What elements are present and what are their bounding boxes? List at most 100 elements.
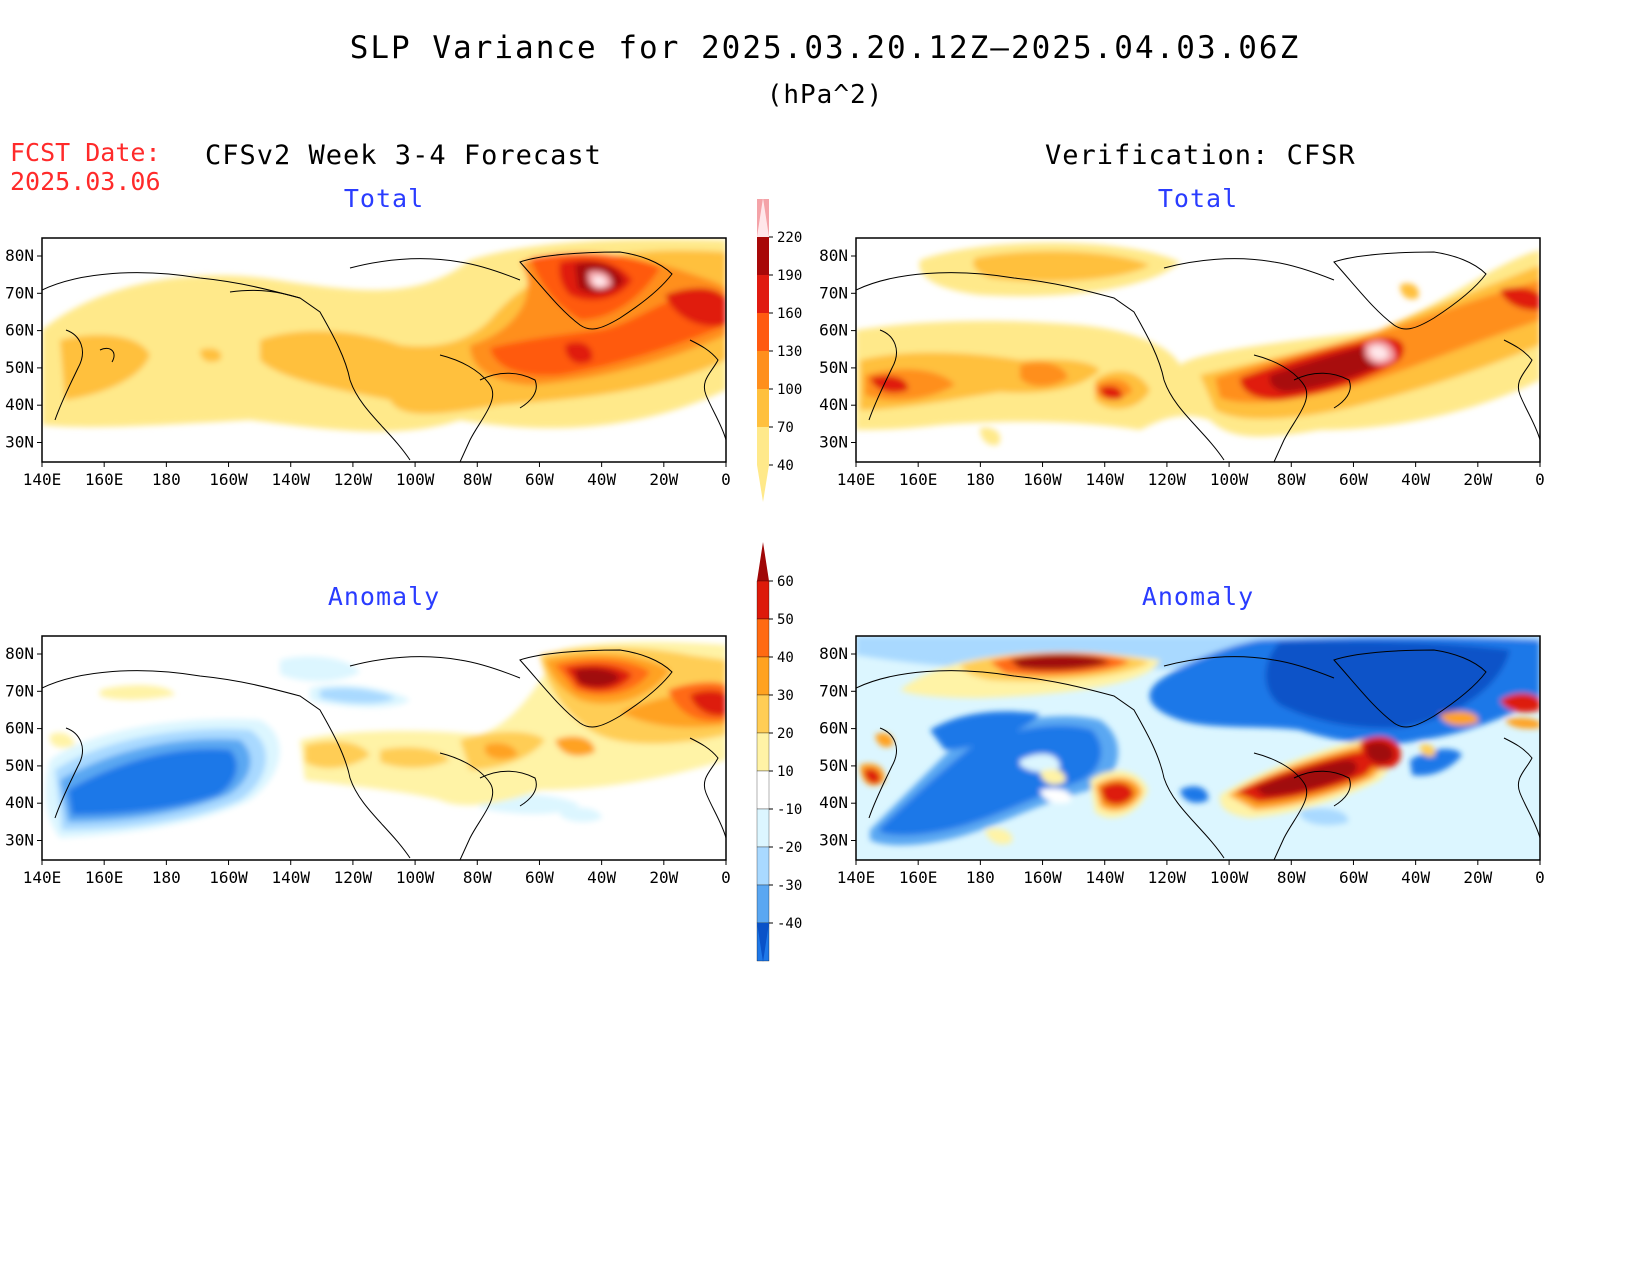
colorbar-anomaly-swatch <box>756 770 770 810</box>
lat-label-verification-total: 70N <box>819 283 848 302</box>
colorbar-anomaly-swatch <box>756 580 770 620</box>
colorbar-total-label: 70 <box>777 420 794 436</box>
lat-label-verification-total: 60N <box>819 321 848 340</box>
coastlines-forecast-total <box>42 251 726 462</box>
lon-label-forecast-total: 180 <box>152 470 181 489</box>
panel-title-verification-anomaly: Anomaly <box>1141 582 1255 611</box>
lon-label-forecast-anomaly: 80W <box>463 868 492 887</box>
lat-label-forecast-anomaly: 70N <box>5 681 34 700</box>
lon-label-verification-total: 40W <box>1401 470 1430 489</box>
map-forecast-anomaly <box>42 636 726 860</box>
lat-label-forecast-anomaly: 40N <box>5 793 34 812</box>
colorbar-total-swatch-2 <box>757 389 769 427</box>
lon-label-forecast-anomaly: 40W <box>587 868 616 887</box>
lon-label-forecast-anomaly: 140W <box>271 868 310 887</box>
lon-label-verification-anomaly: 60W <box>1339 868 1368 887</box>
lon-label-forecast-total: 160W <box>209 470 248 489</box>
colorbar-anomaly-label: 20 <box>777 726 794 742</box>
lon-label-verification-anomaly: 140W <box>1085 868 1124 887</box>
colorbar-anomaly-swatch <box>756 618 770 658</box>
verification-header: Verification: CFSR <box>1045 140 1356 171</box>
lon-label-forecast-anomaly: 180 <box>152 868 181 887</box>
lat-label-forecast-total: 40N <box>5 395 34 414</box>
lon-label-verification-anomaly: 40W <box>1401 868 1430 887</box>
colorbar-anomaly-label: 10 <box>777 764 794 780</box>
colorbar-anomaly-swatch <box>756 884 770 924</box>
lon-label-verification-total: 160W <box>1023 470 1062 489</box>
forecast-date: FCST Date: 2025.03.06 <box>10 138 161 196</box>
lon-label-verification-anomaly: 180 <box>966 868 995 887</box>
axes-layer: 80N 70N 60N 50N 40N 30N 140E 160E 180 160W 140W 120… <box>5 246 1545 887</box>
lon-label-verification-total: 60W <box>1339 470 1368 489</box>
lon-label-verification-anomaly: 120W <box>1148 868 1187 887</box>
lon-label-forecast-anomaly: 20W <box>649 868 678 887</box>
lon-label-verification-total: 160E <box>899 470 938 489</box>
lat-label-verification-total: 40N <box>819 395 848 414</box>
page-title: SLP Variance for 2025.03.20.12Z—2025.04.… <box>349 30 1301 66</box>
map-verification-anomaly <box>856 636 1540 860</box>
lon-label-verification-anomaly: 160E <box>899 868 938 887</box>
lon-label-forecast-total: 0 <box>721 470 731 489</box>
lon-label-verification-anomaly: 100W <box>1210 868 1249 887</box>
lon-label-forecast-total: 80W <box>463 470 492 489</box>
lat-label-forecast-total: 50N <box>5 358 34 377</box>
frame-verification-total <box>855 237 1541 463</box>
frame-forecast-anomaly <box>41 635 727 861</box>
colorbar-anomaly-label: -20 <box>777 840 802 856</box>
lon-label-verification-total: 20W <box>1463 470 1492 489</box>
colorbar-total: 40 70 100 130 160 190 220 <box>757 198 802 502</box>
lat-label-verification-anomaly: 40N <box>819 793 848 812</box>
lon-label-forecast-total: 40W <box>587 470 616 489</box>
lat-label-verification-anomaly: 60N <box>819 719 848 738</box>
lat-label-forecast-total: 80N <box>5 246 34 265</box>
colorbar-anomaly-label: -40 <box>777 916 802 932</box>
lon-label-verification-anomaly: 20W <box>1463 868 1492 887</box>
lon-label-forecast-total: 140W <box>271 470 310 489</box>
colorbar-anomaly-label: -30 <box>777 878 802 894</box>
colorbar-total-upper-extension <box>757 198 769 237</box>
colorbar-anomaly-lower-extension <box>757 923 769 962</box>
lon-label-verification-anomaly: 160W <box>1023 868 1062 887</box>
lat-label-forecast-anomaly: 50N <box>5 756 34 775</box>
colorbar-anomaly-label: 30 <box>777 688 794 704</box>
lon-label-forecast-total: 100W <box>396 470 435 489</box>
lon-label-forecast-anomaly: 160E <box>85 868 124 887</box>
colorbar-anomaly-label: 60 <box>777 574 794 590</box>
colorbar-total-swatch-1 <box>757 427 769 465</box>
lat-label-forecast-anomaly: 80N <box>5 644 34 663</box>
colorbar-total-swatch-3 <box>757 351 769 389</box>
colorbar-anomaly-label: -10 <box>777 802 802 818</box>
units-label: (hPa^2) <box>766 80 884 110</box>
map-forecast-total <box>42 238 726 462</box>
panel-title-verification-total: Total <box>1157 184 1239 213</box>
coastlines-forecast-anomaly <box>42 649 726 860</box>
colorbar-total-label: 160 <box>777 306 802 322</box>
lon-label-verification-total: 140W <box>1085 470 1124 489</box>
colorbar-anomaly-swatch <box>756 846 770 886</box>
lon-label-forecast-anomaly: 120W <box>334 868 373 887</box>
lon-label-verification-anomaly: 140E <box>837 868 876 887</box>
colorbar-anomaly-swatch <box>756 656 770 696</box>
lat-label-verification-total: 30N <box>819 433 848 452</box>
panel-title-forecast-total: Total <box>343 184 425 213</box>
forecast-header: CFSv2 Week 3-4 Forecast <box>205 140 602 171</box>
lon-label-forecast-total: 60W <box>525 470 554 489</box>
lat-label-forecast-total: 70N <box>5 283 34 302</box>
colorbar-total-swatch-4 <box>757 313 769 351</box>
colorbar-total-label: 220 <box>777 230 802 246</box>
colorbar-anomaly-label: 50 <box>777 612 794 628</box>
lon-label-verification-total: 100W <box>1210 470 1249 489</box>
lat-label-verification-anomaly: 50N <box>819 756 848 775</box>
lat-label-forecast-anomaly: 60N <box>5 719 34 738</box>
lon-label-verification-anomaly: 80W <box>1277 868 1306 887</box>
lon-label-verification-total: 140E <box>837 470 876 489</box>
panel-title-forecast-anomaly: Anomaly <box>327 582 441 611</box>
lon-label-forecast-anomaly: 160W <box>209 868 248 887</box>
forecast-date-label: FCST Date: <box>10 138 161 167</box>
forecast-date-value: 2025.03.06 <box>10 167 161 196</box>
lon-label-verification-total: 120W <box>1148 470 1187 489</box>
colorbar-total-swatch-6 <box>757 237 769 275</box>
colorbar-anomaly-swatch <box>756 732 770 772</box>
lat-label-verification-anomaly: 70N <box>819 681 848 700</box>
